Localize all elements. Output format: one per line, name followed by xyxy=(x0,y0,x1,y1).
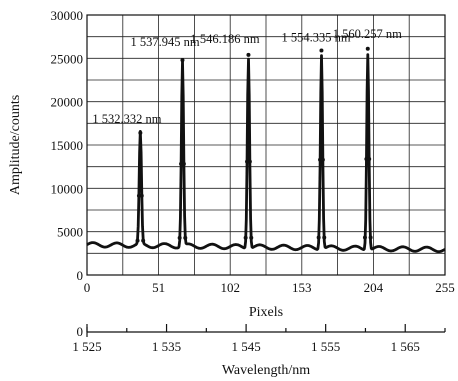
peak-annotations: 1 532.332 nm 1 537.945 nm1 546.186 nm 1 55… xyxy=(92,27,402,126)
peak-label: 1 537.945 nm xyxy=(130,35,199,49)
peak-point xyxy=(246,52,251,57)
peak-point xyxy=(141,238,146,243)
plot-frame xyxy=(86,14,446,276)
y-tick-label: 0 xyxy=(77,268,84,283)
peak-label: 1 560.257 nm xyxy=(333,27,402,41)
wavelength-tick-label: 1 565 xyxy=(391,339,420,354)
peak-point xyxy=(319,48,324,53)
x-tick-label: 102 xyxy=(220,280,240,295)
x-tick-labels: 0 51 102 153 204 255 xyxy=(84,280,455,295)
wavelength-tick-label: 1 545 xyxy=(231,339,260,354)
peak-point xyxy=(139,193,144,198)
peak-label: 1 546.186 nm xyxy=(190,32,259,46)
wavelength-tick-label: 1 535 xyxy=(152,339,181,354)
y-tick-label: 15000 xyxy=(51,138,84,153)
peak-point xyxy=(181,161,186,166)
y-tick-label: 10000 xyxy=(51,181,84,196)
x-tick-label: 153 xyxy=(292,280,312,295)
peak-point xyxy=(249,235,254,240)
peak-point xyxy=(318,157,323,162)
peak-point xyxy=(365,46,370,51)
y-tick-label: 5000 xyxy=(57,225,83,240)
peak-point xyxy=(138,130,143,135)
peak-point xyxy=(136,193,141,198)
wavelength-tick-label: 1 555 xyxy=(311,339,340,354)
peak-point xyxy=(320,157,325,162)
y-tick-label: 25000 xyxy=(51,51,84,66)
x-tick-label: 255 xyxy=(435,280,455,295)
y-tick-label: 30000 xyxy=(51,8,84,23)
wavelength-axis-zero-label: 0 xyxy=(77,324,84,339)
wavelength-tick-label: 1 525 xyxy=(72,339,101,354)
peak-point xyxy=(368,235,373,240)
x-tick-label: 0 xyxy=(84,280,91,295)
x-tick-label: 51 xyxy=(152,280,165,295)
y-axis-label: Amplitude/counts xyxy=(8,95,23,195)
series-layer xyxy=(86,46,446,254)
peak-point xyxy=(364,156,369,161)
peak-point xyxy=(367,156,372,161)
peak-point xyxy=(245,159,250,164)
x-tick-label: 204 xyxy=(364,280,384,295)
peak-label: 1 554.335 nm xyxy=(281,31,350,45)
peak-point xyxy=(179,161,184,166)
wavelength-axis-label: Wavelength/nm xyxy=(222,363,310,378)
peak-point xyxy=(362,235,367,240)
peak-point xyxy=(247,159,252,164)
peak-point xyxy=(322,235,327,240)
peak-point xyxy=(183,235,188,240)
peak-point xyxy=(177,235,182,240)
y-tick-labels: 0 5000 10000 15000 20000 25000 30000 xyxy=(51,8,84,283)
y-tick-label: 20000 xyxy=(51,95,84,110)
grid-lines xyxy=(87,15,445,275)
x-axis-label: Pixels xyxy=(249,305,283,320)
peak-point xyxy=(316,235,321,240)
peak-point xyxy=(243,235,248,240)
peak-point xyxy=(135,238,140,243)
peak-point xyxy=(180,58,185,63)
wavelength-ticks: 1 525 1 535 1 545 1 555 1 565 xyxy=(72,324,446,354)
spectrum-line xyxy=(86,53,446,254)
peak-label: 1 532.332 nm xyxy=(92,112,161,126)
